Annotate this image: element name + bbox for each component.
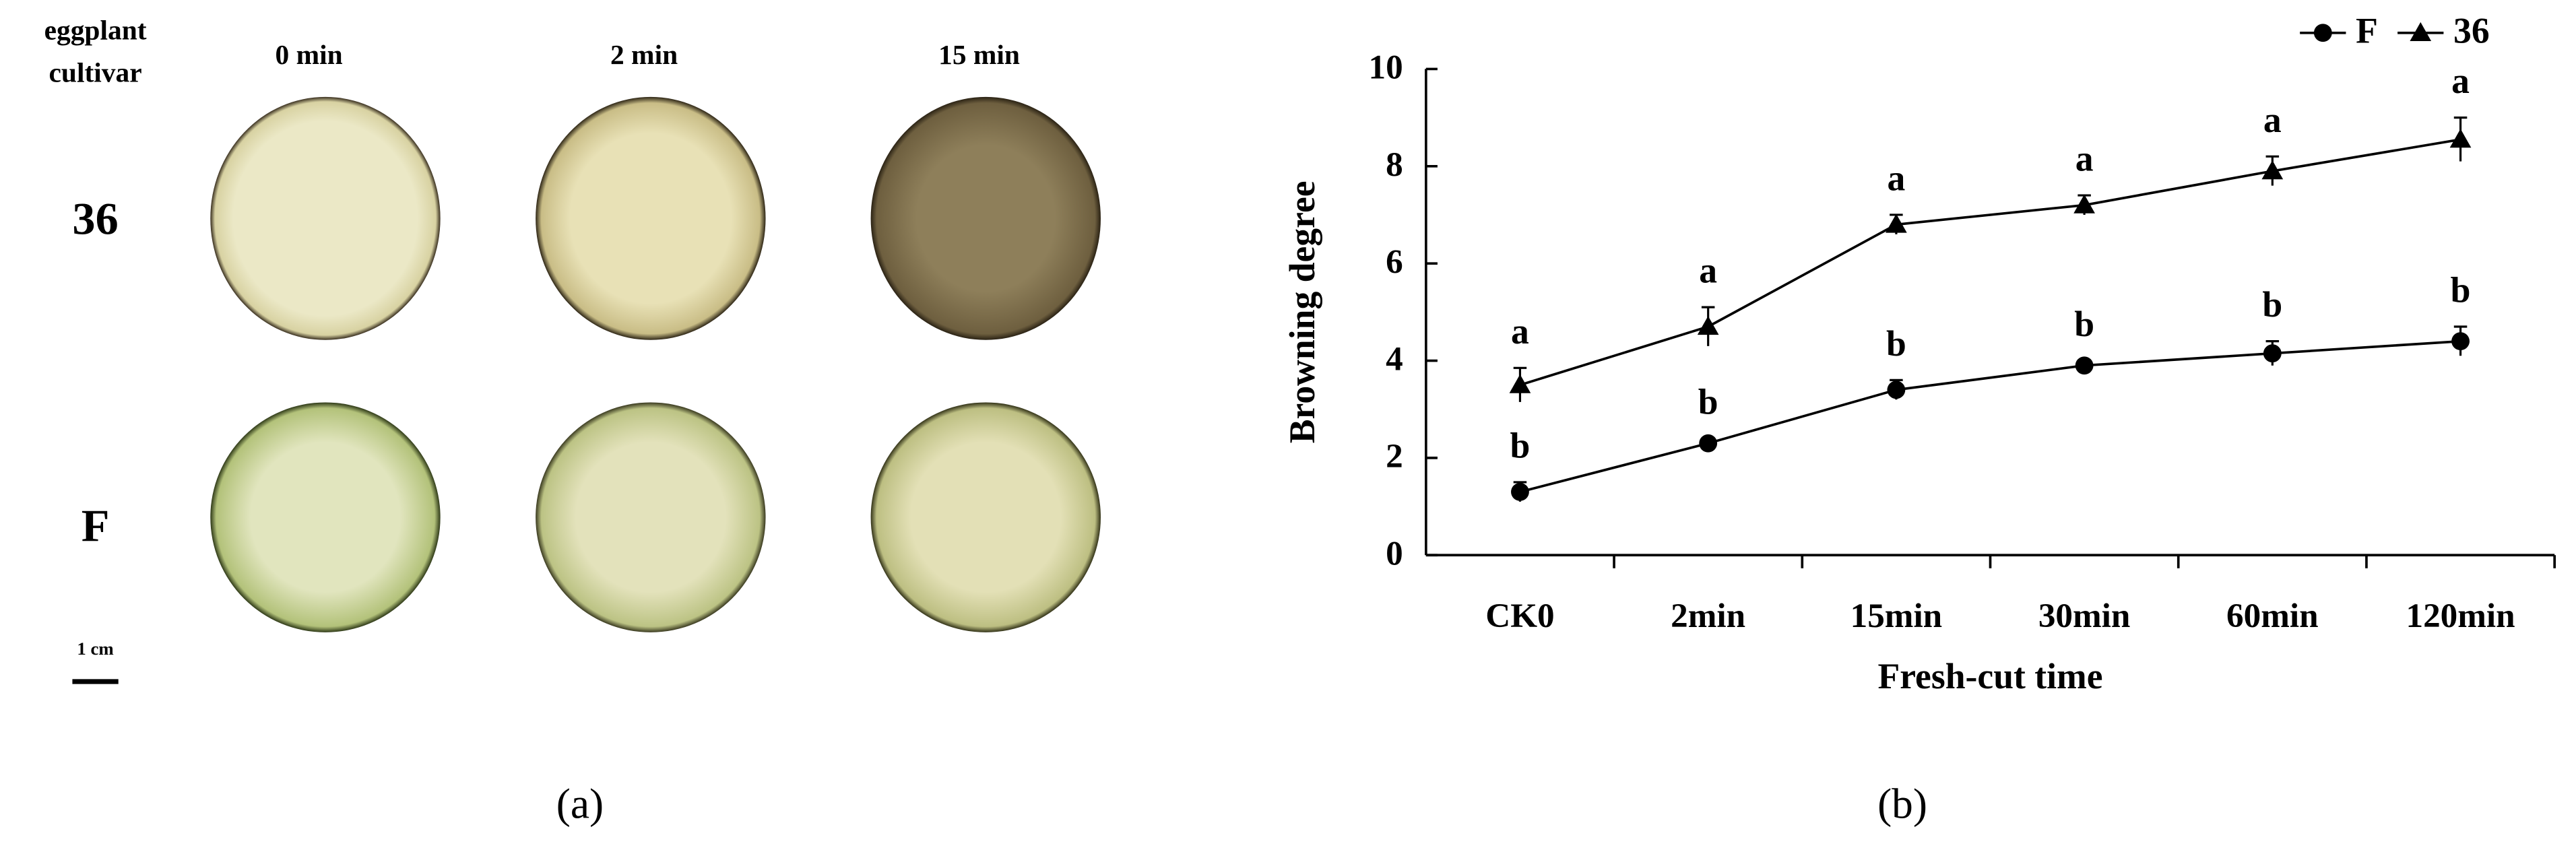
marker — [2075, 356, 2094, 375]
legend-label: 36 — [2453, 11, 2490, 51]
significance-letter: b — [2074, 304, 2094, 344]
significance-letter: a — [1887, 158, 1905, 199]
marker — [1887, 381, 1906, 399]
x-tick-label: 120min — [2406, 597, 2515, 635]
x-axis-label: Fresh-cut time — [1877, 656, 2102, 696]
column-header: 15 min — [938, 39, 1020, 70]
slice-photo — [870, 96, 1101, 340]
significance-letter: b — [1698, 382, 1718, 422]
x-tick-label: CK0 — [1485, 597, 1554, 635]
slice-photo — [210, 402, 441, 632]
y-tick-label: 6 — [1386, 242, 1403, 281]
x-tick-label: 30min — [2038, 597, 2131, 635]
significance-letter: a — [2263, 100, 2282, 140]
significance-letter: a — [2451, 61, 2470, 101]
marker — [2073, 194, 2095, 213]
slice-photo — [536, 402, 766, 632]
series-line — [1519, 138, 2461, 387]
significance-letter: b — [2262, 284, 2282, 325]
marker — [2449, 129, 2472, 148]
panel-label: (b) — [1877, 780, 1927, 827]
chart: 0 2 4 6 8 10 CK0 2min 15min 30min 60min 120min Fresh… — [1282, 11, 2556, 827]
column-header: 2 min — [610, 39, 678, 70]
y-tick-label: 2 — [1386, 437, 1403, 475]
slice-photo — [536, 96, 766, 340]
marker — [2410, 22, 2432, 41]
significance-letter: a — [1699, 251, 1717, 291]
legend-label: F — [2356, 11, 2378, 51]
marker — [1699, 434, 1718, 453]
scale-label: 1 cm — [77, 638, 113, 659]
row-header: eggplant — [44, 14, 147, 45]
y-axis-label: Browning degree — [1282, 180, 1322, 443]
x-tick-label: 2min — [1671, 597, 1745, 635]
marker — [1697, 316, 1719, 335]
y-tick-label: 0 — [1386, 534, 1403, 572]
significance-letter: b — [1510, 426, 1531, 466]
marker — [2451, 332, 2470, 351]
row-label: 36 — [72, 193, 118, 244]
marker — [1886, 213, 1907, 233]
column-header: 0 min — [276, 39, 343, 70]
significance-letter: b — [1886, 323, 1906, 364]
y-tick-label: 8 — [1386, 145, 1403, 184]
slice-photo — [210, 96, 441, 340]
marker — [2263, 344, 2282, 363]
marker — [1511, 482, 1529, 501]
marker — [2313, 24, 2332, 42]
x-tick-label: 60min — [2226, 597, 2319, 635]
photo-panel: eggplant cultivar 0 min 2 min 15 min 36 … — [44, 14, 1101, 827]
significance-letter: a — [2075, 139, 2094, 179]
x-tick-label: 15min — [1850, 597, 1943, 635]
y-tick-label: 10 — [1368, 48, 1403, 87]
series-line — [1519, 339, 2461, 494]
row-header: cultivar — [49, 57, 142, 88]
panel-label: (a) — [556, 780, 604, 827]
significance-letter: b — [2451, 270, 2471, 310]
marker — [1509, 374, 1531, 393]
slice-photo — [870, 402, 1101, 632]
row-label: F — [82, 500, 110, 551]
marker — [2261, 160, 2284, 180]
significance-letter: a — [1511, 311, 1529, 352]
y-tick-label: 4 — [1386, 340, 1403, 378]
